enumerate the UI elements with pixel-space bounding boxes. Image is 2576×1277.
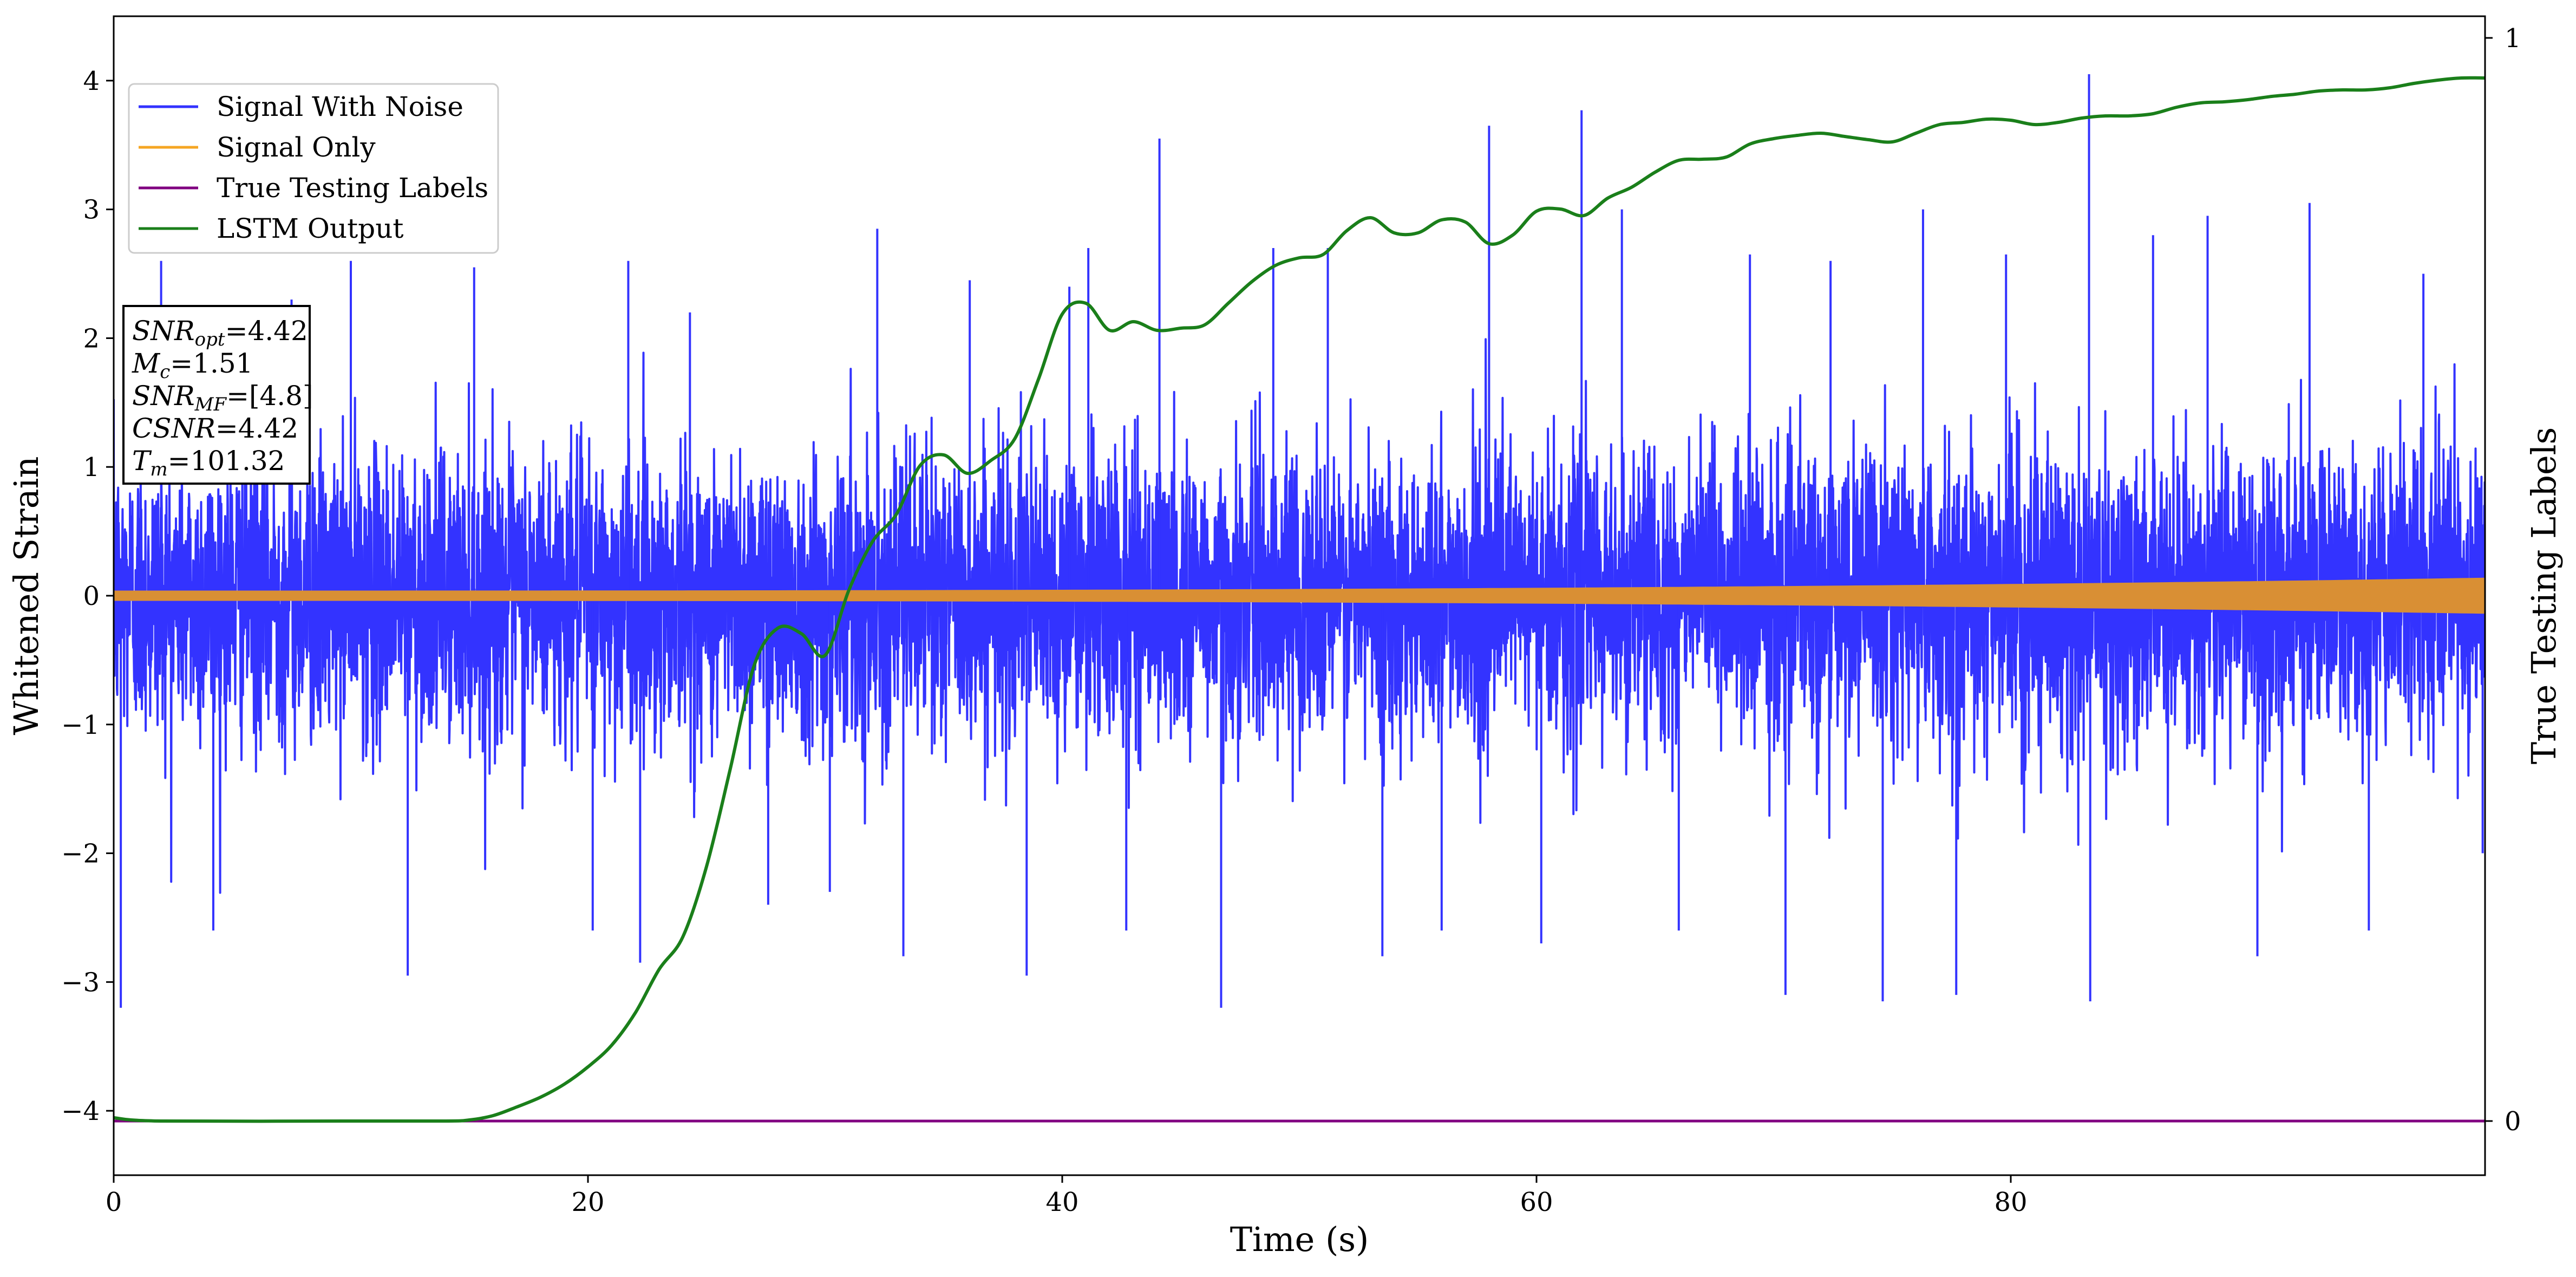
plot-area	[114, 74, 2485, 1123]
legend-item-lstm-output: LSTM Output	[139, 213, 403, 244]
annotation-chirp-mass: Mc=1.51	[132, 348, 253, 383]
x-tick-label: 40	[1045, 1187, 1078, 1217]
x-axis-label: Time (s)	[1230, 1220, 1369, 1259]
y-tick-label: −3	[61, 967, 100, 998]
legend-box	[128, 83, 499, 254]
legend-label: LSTM Output	[217, 213, 403, 244]
legend-item-true-testing-labels: True Testing Labels	[139, 172, 488, 204]
y-axis-left-label: Whitened Strain	[6, 457, 46, 735]
y-tick-label: −2	[61, 839, 100, 869]
y-right-tick-label: 0	[2505, 1106, 2521, 1137]
annotation-frame	[122, 305, 311, 485]
annotation-snr-mf: SNRMF=[4.8]	[132, 380, 313, 415]
annotation-merger-time: Tm=101.32	[132, 445, 285, 480]
annotation-csnr: CSNR=4.42	[132, 413, 298, 444]
y-axis-right-label: True Testing Labels	[2524, 427, 2564, 765]
x-tick-label: 80	[1994, 1187, 2027, 1217]
annotation-snr-opt: SNRopt=4.42	[132, 315, 308, 350]
y-tick-label: −1	[61, 710, 100, 740]
x-tick-label: 20	[571, 1187, 604, 1217]
legend-label: True Testing Labels	[217, 172, 488, 204]
y-tick-label: −4	[61, 1096, 100, 1126]
y-tick-label: 0	[83, 581, 100, 611]
x-tick-label: 60	[1520, 1187, 1553, 1217]
legend-item-signal-only: Signal Only	[139, 132, 376, 163]
y-tick-label: 4	[83, 66, 100, 96]
legend-item-signal-with-noise: Signal With Noise	[139, 91, 463, 122]
y-axis-left: −4 −3 −2 −1 0 1 2 3 4	[61, 66, 114, 1126]
legend-label: Signal With Noise	[217, 91, 463, 122]
legend: Signal With Noise Signal Only True Testi…	[128, 83, 499, 254]
legend-label: Signal Only	[217, 132, 376, 163]
x-axis: 0 20 40 60 80	[106, 1175, 2028, 1217]
y-tick-label: 3	[83, 195, 100, 225]
y-axis-right: 01	[2485, 23, 2521, 1137]
y-right-tick-label: 1	[2505, 23, 2521, 54]
y-tick-label: 2	[83, 323, 100, 354]
y-tick-label: 1	[83, 452, 100, 483]
x-tick-label: 0	[106, 1187, 122, 1217]
series-lstm-output	[114, 76, 2485, 1123]
annotation-box: SNRopt=4.42 Mc=1.51 SNRMF=[4.8] CSNR=4.4…	[122, 305, 313, 485]
